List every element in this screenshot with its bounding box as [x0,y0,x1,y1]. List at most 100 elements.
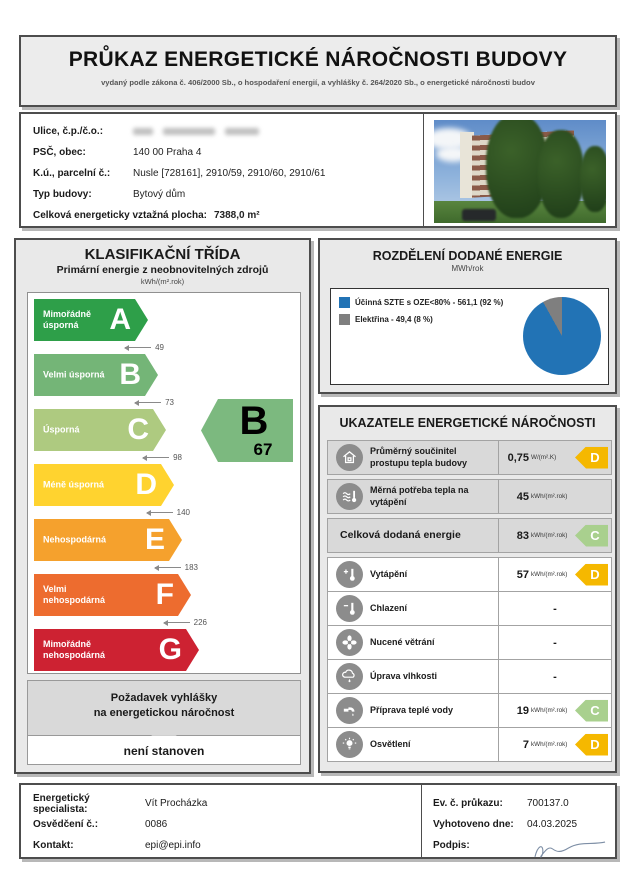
photo-tree [486,120,548,218]
issue-date: 04.03.2025 [527,819,578,830]
issue-date-row: Vyhotoveno dne: 04.03.2025 [433,819,578,830]
threshold-marker: 183 [34,563,198,572]
humidity-icon [328,663,370,690]
rating-value: 67 [253,440,273,459]
building-info-fields: Ulice, č.p./č.o.: PSČ, obec: 140 00 Prah… [33,121,418,226]
legend-swatch-gray [339,314,350,325]
rating-arrow: D [575,733,608,756]
indicator-row-u-value: Průměrný součinitel prostupu tepla budov… [327,440,612,475]
requirement-line2: na energetickou náročnost [93,706,235,719]
threshold-marker: 73 [34,398,174,407]
energy-distribution-panel: ROZDĚLENÍ DODANÉ ENERGIE MWh/rok Účinná … [318,238,617,394]
field-parcel: K.ú., parcelní č.: Nusle [728161], 2910/… [33,163,418,184]
indicator-row-ventilation: Nucené větrání - [327,625,612,660]
certificate-number: 0086 [145,819,168,830]
rating-arrow: D [575,446,608,469]
page-subtitle: vydaný podle zákona č. 406/2000 Sb., o h… [101,78,535,87]
indicator-row-heat-demand: Měrná potřeba tepla na vytápění 45 kWh/(… [327,479,612,514]
building-photo [434,120,606,223]
specialist-row: Energetický specialista: Vít Procházka [33,792,208,815]
lighting-icon [328,731,370,758]
rating-arrow: D [575,563,608,586]
classification-subtitle: Primární energie z neobnovitelných zdroj… [56,264,269,276]
field-reference-area-value: 7388,0 m² [213,210,260,221]
indicator-row-total-delivered: Celková dodaná energie 83 kWh/(m².rok) C [327,518,612,553]
field-city-label: PSČ, obec: [33,147,86,158]
field-city: PSČ, obec: 140 00 Praha 4 [33,142,418,163]
signature-row: Podpis: [433,835,608,858]
legend-item: Účinná SZTE s OZE<80% - 561,1 (92 %) [339,297,503,308]
indicator-row-humidity: Úprava vlhkosti - [327,659,612,694]
footer-divider [421,785,422,857]
indicator-row-hot-water: Příprava teplé vody 19 kWh/(m².rok) C [327,693,612,728]
requirement-line1: Požadavek vyhlášky [110,692,218,704]
info-divider [423,114,424,226]
class-band-d: Méně úsporná D [34,464,174,506]
photo-shrub [462,209,496,221]
field-parcel-value: Nusle [728161], 2910/59, 2910/60, 2910/6… [133,168,326,179]
field-street: Ulice, č.p./č.o.: [33,121,418,142]
specialist-name: Vít Procházka [145,798,208,809]
threshold-marker: 49 [34,343,164,352]
energy-distribution-unit: MWh/rok [451,264,484,273]
indicator-row-cooling: Chlazení - [327,591,612,626]
rating-arrow: C [575,524,608,547]
class-band-f: Velmi nehospodárná F [34,574,191,616]
footer-certificate-info: Ev. č. průkazu: 700137.0 Vyhotoveno dne:… [433,793,608,858]
field-building-type: Typ budovy: Bytový dům [33,184,418,205]
photo-tree [538,130,584,218]
heating-icon [328,561,370,588]
photo-building-side [460,132,474,198]
cooling-icon [328,595,370,622]
class-band-b: Velmi úsporná B [34,354,158,396]
certificate-id: 700137.0 [527,798,569,809]
hot-water-icon [328,697,370,724]
class-band-g: Mimořádně nehospodárná G [34,629,199,671]
redacted-street-value [133,128,259,135]
pie-legend: Účinná SZTE s OZE<80% - 561,1 (92 %) Ele… [339,297,503,331]
field-parcel-label: K.ú., parcelní č.: [33,168,111,179]
indicator-row-heating: Vytápění 57 kWh/(m².rok) D [327,557,612,592]
fan-icon [328,629,370,656]
threshold-marker: 226 [34,618,207,627]
classification-unit: kWh/(m².rok) [140,277,185,286]
heat-demand-icon [328,483,370,510]
field-reference-area-label: Celková energeticky vztažná plocha: [33,210,207,221]
contact-row: Kontakt: epi@epi.info [33,840,201,851]
field-city-value: 140 00 Praha 4 [133,147,202,158]
footer: Energetický specialista: Vít Procházka O… [19,783,617,859]
field-building-type-value: Bytový dům [133,189,186,200]
rating-arrow: C [575,699,608,722]
building-info-box: Ulice, č.p./č.o.: PSČ, obec: 140 00 Prah… [19,112,617,228]
legend-swatch-blue [339,297,350,308]
header: PRŮKAZ ENERGETICKÉ NÁROČNOSTI BUDOVY vyd… [19,35,617,107]
certificate-number-row: Osvědčení č.: 0086 [33,819,168,830]
page-title: PRŮKAZ ENERGETICKÉ NÁROČNOSTI BUDOVY [68,48,568,71]
classification-scale: Mimořádně úsporná A 49 Velmi úsporná B 7… [27,292,301,674]
classification-title: KLASIFIKAČNÍ TŘÍDA [84,246,241,263]
contact-email: epi@epi.info [145,840,201,851]
photo-tree [580,146,606,212]
certificate-id-row: Ev. č. průkazu: 700137.0 [433,798,569,809]
indicators-title: UKAZATELE ENERGETICKÉ NÁROČNOSTI [339,416,596,430]
class-band-a: Mimořádně úsporná A [34,299,148,341]
signature [534,841,606,858]
class-band-e: Nehospodárná E [34,519,182,561]
pie-chart-box: Účinná SZTE s OZE<80% - 561,1 (92 %) Ele… [330,288,609,385]
field-building-type-label: Typ budovy: [33,189,92,200]
classification-panel: KLASIFIKAČNÍ TŘÍDA Primární energie z ne… [14,238,311,774]
indicators-panel: UKAZATELE ENERGETICKÉ NÁROČNOSTI Průměrn… [318,405,617,773]
threshold-marker: 140 [34,508,190,517]
requirement-box: Požadavek vyhlášky na energetickou nároč… [27,680,301,745]
rating-letter: B [239,399,269,443]
threshold-marker: 98 [34,453,182,462]
pie-chart [523,297,601,375]
rating-badge: B 67 [201,399,293,462]
requirement-value: není stanoven [27,736,301,765]
house-icon [328,444,370,471]
class-band-c: Úsporná C [34,409,166,451]
indicator-row-lighting: Osvětlení 7 kWh/(m².rok) D [327,727,612,762]
footer-specialist: Energetický specialista: Vít Procházka O… [33,793,413,856]
field-reference-area: Celková energeticky vztažná plocha: 7388… [33,205,418,226]
